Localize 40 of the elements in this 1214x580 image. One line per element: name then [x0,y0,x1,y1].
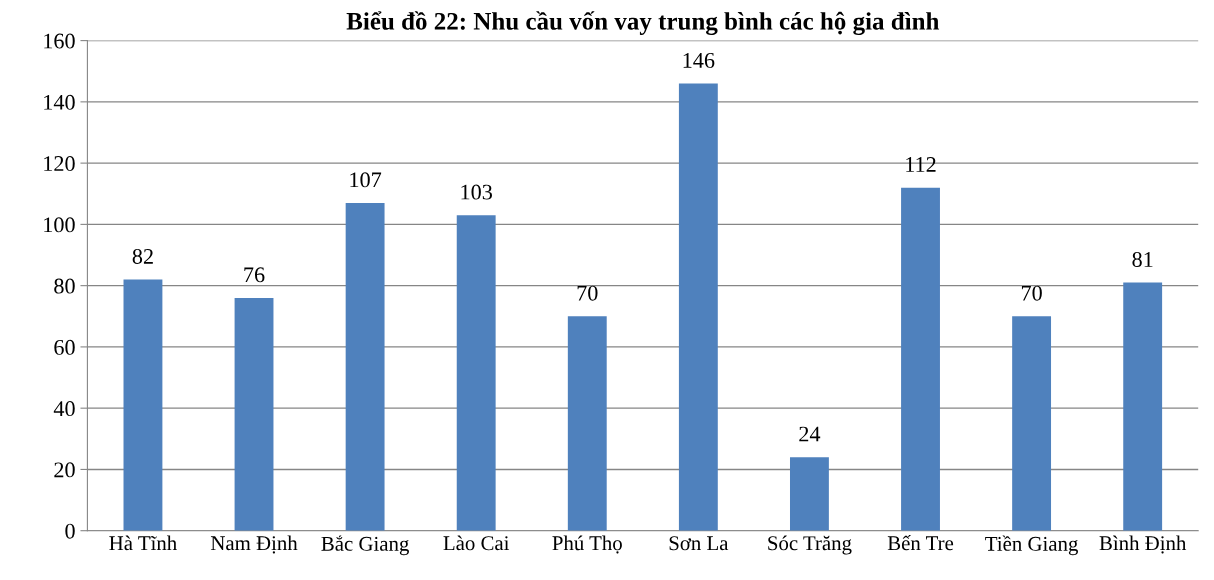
x-tick-label: Bến Tre [887,534,954,551]
data-label: 103 [461,184,492,200]
bar [123,279,163,531]
bar [790,457,829,531]
bar [234,297,274,531]
data-label: 82 [132,248,153,264]
bar [567,316,607,531]
bar [456,215,496,531]
y-tick-label: 120 [44,156,75,172]
x-tick-label: Sóc Trăng [768,535,852,555]
y-tick-label: 20 [54,462,75,478]
y-tick-label: 100 [44,217,75,233]
data-label: 70 [577,285,598,301]
x-tick-label: Phú Thọ [552,535,622,554]
y-tick-label: 0 [65,523,75,539]
x-tick-label: Hà Tĩnh [109,535,177,551]
y-tick-label: 80 [54,278,75,294]
x-tick-label: Bắc Giang [321,535,409,556]
bar [345,202,385,531]
data-label: 24 [799,426,821,442]
bar [678,83,718,531]
data-label: 76 [244,267,265,283]
chart-title: Biểu đồ 22: Nhu cầu vốn vay trung bình các hộ gia đình [346,11,940,36]
data-label: 112 [906,157,936,172]
y-tick-label: 40 [53,401,75,417]
data-label: 81 [1132,251,1153,267]
x-tick-label: Sơn La [669,536,729,551]
y-tick-label: 140 [44,94,75,110]
x-tick-label: Nam Định [210,535,298,554]
y-tick-label: 60 [54,339,75,355]
x-tick-label: Bình Định [1099,535,1187,554]
x-tick-label: Tiền Giang [985,535,1078,556]
data-label: 70 [1021,285,1042,301]
data-label: 146 [683,52,715,68]
bar [1012,316,1052,531]
bar [901,187,940,531]
y-tick-label: 160 [44,33,75,49]
x-tick-label: Lào Cai [443,535,510,551]
bar [1123,282,1163,531]
data-label: 107 [350,172,382,188]
